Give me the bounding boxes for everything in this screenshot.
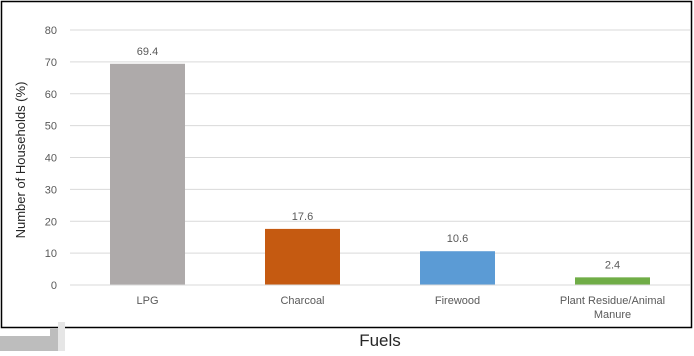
y-tick-label: 10 (45, 248, 57, 260)
y-tick-label: 60 (45, 89, 57, 101)
y-tick-label: 20 (45, 216, 57, 228)
bars (110, 63, 650, 285)
x-axis-title: Fuels (359, 331, 401, 350)
x-tick-labels: LPG Charcoal Firewood Plant Residue/Animal M… (136, 295, 665, 321)
data-label: 2.4 (605, 259, 620, 271)
x-tick-label: Charcoal (280, 295, 324, 307)
x-tick-label: Firewood (435, 295, 480, 307)
x-tick-label: LPG (136, 295, 158, 307)
y-tick-label: 70 (45, 57, 57, 69)
bar-firewood (420, 251, 495, 285)
corner-artifact (0, 322, 65, 351)
bar-charcoal (265, 228, 340, 285)
y-tick-label: 30 (45, 184, 57, 196)
y-axis-title: Number of Households (%) (13, 82, 28, 239)
bar-lpg (110, 63, 185, 285)
x-tick-label: Plant Residue/Animal Manure (560, 295, 665, 321)
y-tick-label: 40 (45, 153, 57, 165)
y-tick-label: 0 (51, 280, 57, 292)
y-tick-label: 50 (45, 121, 57, 133)
y-tick-labels: 0 10 20 30 40 50 60 70 80 (45, 25, 57, 292)
data-labels: 69.4 17.6 10.6 2.4 (137, 46, 620, 272)
y-tick-label: 80 (45, 25, 57, 37)
data-label: 10.6 (447, 233, 468, 245)
data-label: 17.6 (292, 211, 313, 223)
data-label: 69.4 (137, 46, 158, 58)
bar-plant-residue-animal-manure (575, 277, 650, 285)
